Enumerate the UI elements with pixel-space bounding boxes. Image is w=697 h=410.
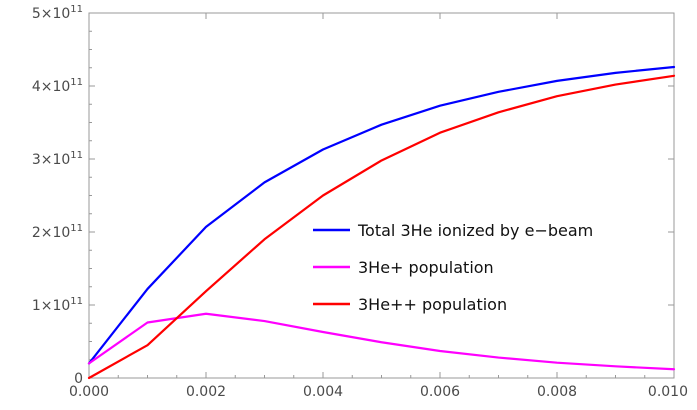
series-line-2 [87, 312, 676, 371]
legend-label-2: 3He+ population [358, 258, 494, 277]
x-axis-ticks: 0.000 0.002 0.004 0.006 0.008 0.010 [69, 13, 688, 400]
y-tick-label: 2×1011 [32, 223, 83, 241]
plot-area-border [88, 12, 675, 379]
x-tick-label: 0.008 [537, 384, 577, 400]
legend-label-3: 3He++ population [358, 295, 507, 314]
series-lines [87, 65, 676, 380]
series-line-1 [87, 65, 676, 365]
y-tick-label: 1×1011 [32, 296, 83, 314]
x-tick-label: 0.006 [420, 384, 460, 400]
y-tick-label: 3×1011 [32, 150, 83, 168]
legend: Total 3He ionized by e−beam 3He+ populati… [313, 221, 593, 314]
y-axis-ticks: 0 1×1011 2×1011 3×1011 4×1011 5×1011 [32, 4, 674, 387]
y-tick-label: 0 [74, 371, 83, 387]
x-tick-label: 0.000 [69, 384, 109, 400]
y-tick-label: 4×1011 [32, 77, 83, 95]
y-tick-label: 5×1011 [32, 4, 83, 22]
legend-label-1: Total 3He ionized by e−beam [357, 221, 593, 240]
series-line-3 [87, 74, 676, 380]
x-tick-label: 0.002 [186, 384, 226, 400]
x-tick-label: 0.004 [303, 384, 343, 400]
plot-frame [88, 12, 675, 379]
x-tick-label: 0.010 [648, 384, 688, 400]
